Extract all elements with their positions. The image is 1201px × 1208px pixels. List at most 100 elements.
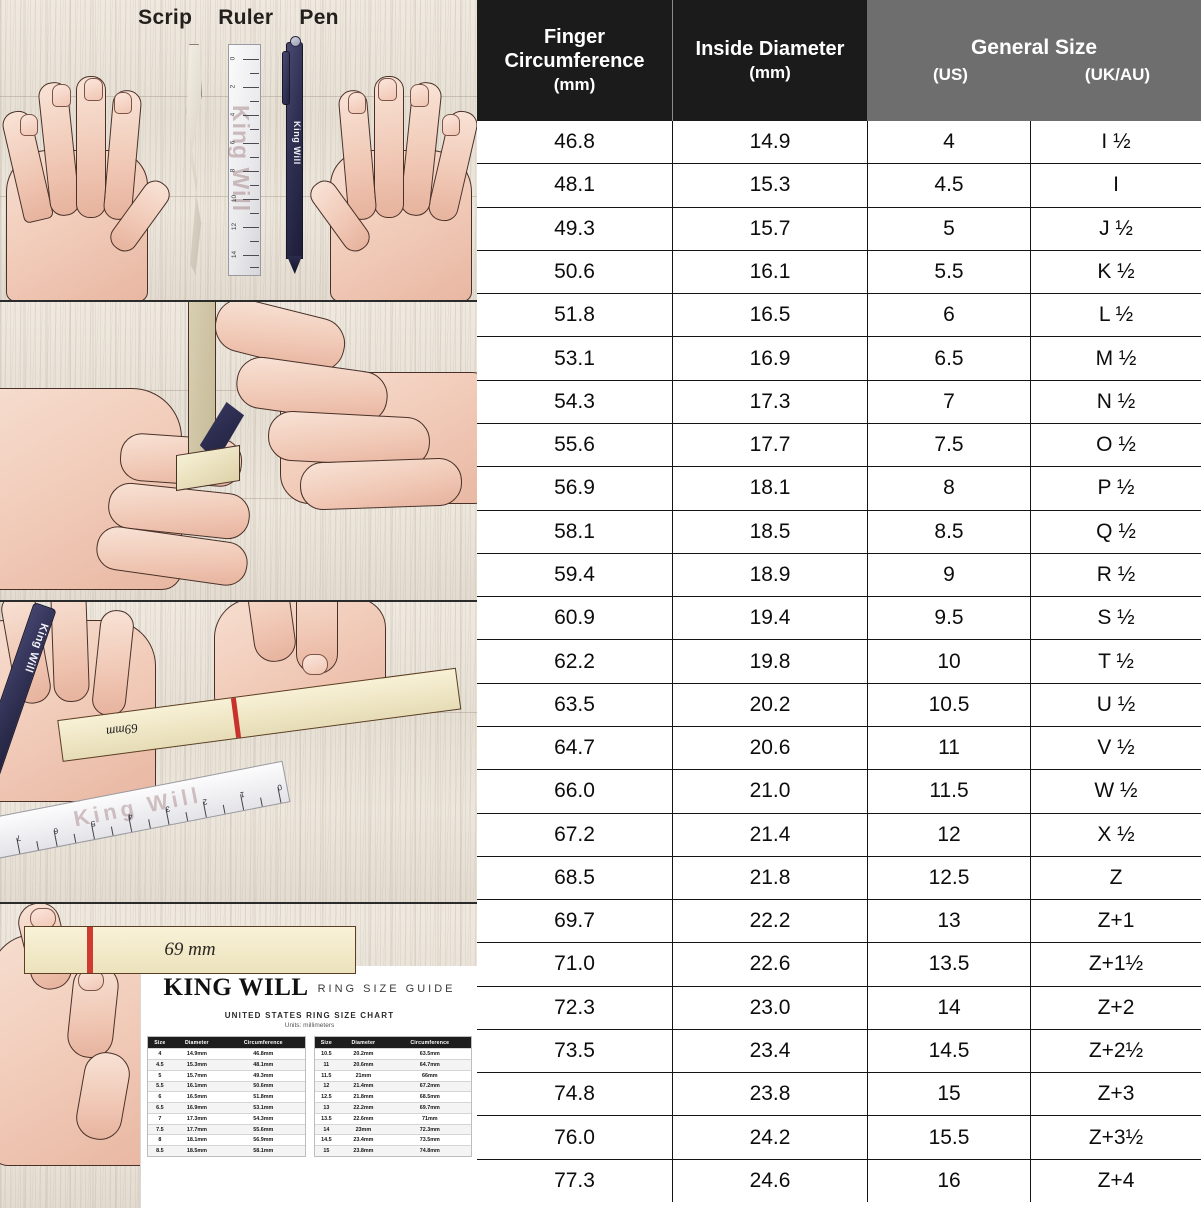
- mini-chart-row: 14 23mm 72.3mm: [314, 1123, 471, 1135]
- mini-chart-cell: 13.5: [314, 1112, 339, 1125]
- mini-chart-cell: 15: [314, 1145, 339, 1156]
- header-finger-unit: (mm): [553, 74, 596, 94]
- cell-size-ukau: Z+3½: [1088, 1125, 1144, 1149]
- pen-clicker: [290, 36, 301, 47]
- table-body: 46.8 14.9 4 I ½ 48.1 15.3 4.5 I 49.3 15.7 5 J ½ 50.6…: [477, 121, 1201, 1203]
- step-2-panel: [0, 302, 477, 602]
- table-row: 72.3 23.0 14 Z+2: [477, 986, 1201, 1030]
- cell-circumference: 48.1: [477, 164, 673, 207]
- cell-size-us: 11: [868, 726, 1031, 770]
- mini-chart-cell: 49.3mm: [222, 1069, 305, 1082]
- cell-size-ukau: Z+1½: [1088, 952, 1144, 976]
- pen-tip: [287, 256, 302, 274]
- mini-chart-row: 13 22.2mm 69.7mm: [314, 1102, 471, 1114]
- cell-size-ukau: W ½: [1094, 779, 1138, 803]
- cell-size-us: 4.5: [868, 164, 1031, 207]
- cell-size-us: 6: [868, 294, 1031, 337]
- header-general-size: General Size (US) (UK/AU): [867, 0, 1201, 121]
- pen-brand-text: King Will: [292, 121, 302, 165]
- header-finger-line1: Finger: [543, 26, 606, 49]
- cell-size-ukau: P ½: [1097, 476, 1135, 500]
- mini-chart-left: Size Diameter Circumference 4 14.9mm 46.8mm 4…: [147, 1036, 306, 1157]
- mini-chart-cell: 4.5: [148, 1058, 172, 1071]
- cell-circumference: 49.3: [477, 207, 673, 250]
- cell-diameter: 16.9: [673, 337, 868, 380]
- ruler: King Will 0 2 4 6 8 10 12 14: [228, 44, 261, 276]
- ruler-brand-text: King Will: [228, 105, 254, 213]
- mini-chart-row: 13.5 22.6mm 71mm: [314, 1112, 471, 1125]
- mini-chart-right: Size Diameter Circumference 10.5 20.2mm 63.5…: [313, 1036, 472, 1157]
- table-row: 49.3 15.7 5 J ½: [477, 207, 1201, 251]
- mini-chart-cell: 22.6mm: [338, 1112, 389, 1125]
- cell-circumference: 67.2: [477, 813, 673, 856]
- mini-chart-cell: 17.7mm: [171, 1123, 223, 1135]
- mini-chart-cell: 67.2mm: [388, 1080, 471, 1092]
- cell-circumference: 59.4: [477, 553, 673, 597]
- header-inside-diameter: Inside Diameter (mm): [673, 0, 867, 121]
- mini-chart-row: 8.5 18.5mm 58.1mm: [148, 1145, 305, 1156]
- cell-circumference: 68.5: [477, 856, 673, 900]
- cell-diameter: 18.9: [673, 553, 868, 597]
- cell-size-us: 15: [868, 1073, 1031, 1116]
- cell-diameter: 16.5: [673, 294, 868, 337]
- cell-size-ukau: O ½: [1096, 433, 1136, 457]
- table-row: 48.1 15.3 4.5 I: [477, 164, 1201, 208]
- mini-chart-cell: 54.3mm: [222, 1112, 305, 1125]
- cell-size-ukau: S ½: [1097, 606, 1135, 630]
- cell-circumference: 69.7: [477, 900, 673, 943]
- mini-chart-row: 5 15.7mm 49.3mm: [148, 1069, 305, 1082]
- header-finger-circumference: Finger Circumference (mm): [477, 0, 673, 121]
- cell-size-us: 7: [868, 380, 1031, 423]
- mini-chart-cell: 10.5: [314, 1048, 339, 1060]
- table-row: 74.8 23.8 15 Z+3: [477, 1073, 1201, 1117]
- mini-chart-row: 12.5 21.8mm 68.5mm: [314, 1091, 471, 1103]
- mini-chart-cell: 21.8mm: [338, 1091, 389, 1103]
- cell-size-us: 9.5: [868, 597, 1031, 640]
- cell-size-ukau: X ½: [1097, 822, 1135, 846]
- cell-diameter: 23.4: [673, 1029, 868, 1073]
- mini-chart-cell: 23mm: [338, 1123, 389, 1135]
- cell-size-us: 14.5: [868, 1029, 1031, 1073]
- mini-chart-row: 7 17.3mm 54.3mm: [148, 1112, 305, 1125]
- table-row: 77.3 24.6 16 Z+4: [477, 1159, 1201, 1203]
- brand-subtitle: RING SIZE GUIDE: [317, 983, 456, 995]
- mini-chart-cell: 13: [314, 1102, 339, 1114]
- cell-size-ukau: Z: [1109, 865, 1123, 889]
- mini-chart-cell: 71mm: [388, 1112, 471, 1125]
- cell-circumference: 74.8: [477, 1073, 673, 1116]
- mini-chart-row: 4.5 15.3mm 48.1mm: [148, 1058, 305, 1071]
- table-row: 46.8 14.9 4 I ½: [477, 121, 1201, 165]
- mini-chart-row: 11 20.6mm 64.7mm: [314, 1058, 471, 1071]
- cell-size-ukau: J ½: [1099, 216, 1133, 240]
- cell-size-ukau: Q ½: [1096, 519, 1136, 543]
- step-3-panel: King Will 69mm King Will 0 1 2: [0, 602, 477, 904]
- cell-diameter: 24.6: [673, 1159, 868, 1203]
- cell-size-us: 10: [868, 640, 1031, 683]
- cell-diameter: 17.7: [673, 423, 868, 467]
- mini-chart-cell: 23.4mm: [338, 1134, 389, 1146]
- cell-diameter: 17.3: [673, 380, 868, 423]
- cell-circumference: 62.2: [477, 640, 673, 683]
- mini-chart-cell: 17.3mm: [171, 1112, 223, 1125]
- mini-chart-row: 14.5 23.4mm 73.5mm: [314, 1134, 471, 1146]
- cell-size-ukau: Z+2½: [1088, 1039, 1144, 1063]
- cell-diameter: 24.2: [673, 1116, 868, 1159]
- mini-chart-cell: 6.5: [148, 1102, 172, 1114]
- header-general-us: (US): [933, 65, 968, 85]
- cell-diameter: 19.4: [673, 597, 868, 640]
- brand-wordmark: KING WILL RING SIZE GUIDE: [141, 974, 477, 1002]
- mini-chart-header: Circumference: [222, 1037, 305, 1049]
- cell-size-ukau: R ½: [1096, 562, 1136, 586]
- mini-chart-row: 11.5 21mm 66mm: [314, 1069, 471, 1082]
- mini-chart-row: 15 23.8mm 74.8mm: [314, 1145, 471, 1156]
- table-row: 53.1 16.9 6.5 M ½: [477, 337, 1201, 381]
- mini-chart-cell: 73.5mm: [388, 1134, 471, 1146]
- cell-size-us: 16: [868, 1159, 1031, 1203]
- mini-chart-cell: 8: [148, 1134, 172, 1146]
- cell-size-ukau: Z+2: [1097, 995, 1135, 1019]
- mini-chart-cell: 16.1mm: [171, 1080, 223, 1092]
- cell-size-us: 12.5: [868, 856, 1031, 900]
- mini-chart-cell: 14.5: [314, 1134, 339, 1146]
- table-row: 58.1 18.5 8.5 Q ½: [477, 510, 1201, 554]
- mini-chart-header: Diameter: [338, 1037, 389, 1049]
